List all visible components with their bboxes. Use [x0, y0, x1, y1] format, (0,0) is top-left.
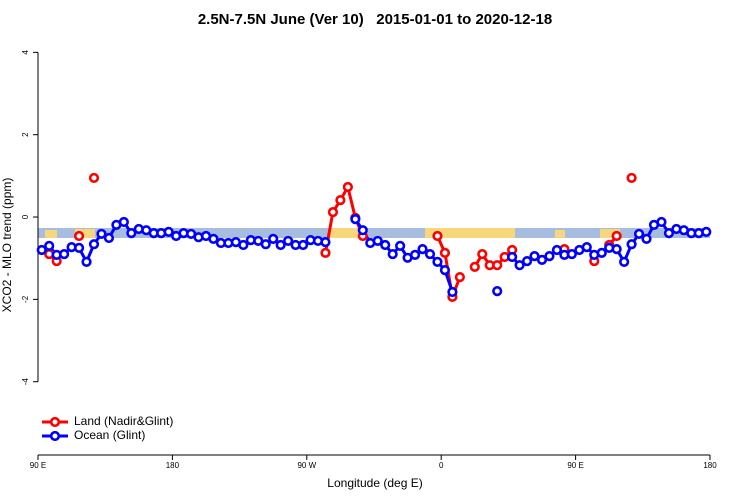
data-point — [59, 248, 70, 260]
land-patch — [45, 230, 57, 238]
data-point — [283, 235, 294, 247]
data-point — [320, 247, 331, 258]
data-point — [357, 225, 368, 236]
data-point — [492, 260, 503, 271]
data-point — [581, 241, 592, 253]
data-point — [260, 239, 271, 250]
data-point — [626, 239, 637, 250]
data-point — [544, 251, 555, 262]
data-point — [454, 272, 465, 283]
y-tick-label: -4 — [21, 378, 30, 386]
data-point — [626, 172, 637, 184]
data-point — [432, 256, 443, 268]
y-tick-label: -2 — [21, 295, 30, 303]
surface-strip — [38, 228, 710, 238]
y-tick-label: 0 — [21, 214, 30, 219]
data-point — [656, 216, 667, 228]
data-point — [208, 233, 219, 244]
data-point — [163, 226, 174, 237]
data-point — [619, 256, 630, 268]
data-point — [566, 248, 577, 260]
data-point — [81, 256, 92, 268]
data-point — [536, 254, 548, 265]
data-point — [342, 181, 353, 193]
chart-title: 2.5N-7.5N June (Ver 10) 2015-01-01 to 20… — [198, 11, 552, 28]
data-point — [521, 255, 533, 267]
land-patch — [425, 228, 515, 238]
data-point — [469, 261, 480, 272]
data-point — [611, 244, 622, 255]
data-point — [529, 251, 540, 262]
data-point — [73, 230, 85, 242]
data-point — [73, 242, 85, 254]
legend-label: Ocean (Glint) — [74, 428, 145, 442]
land-patch — [555, 230, 565, 238]
data-point — [663, 227, 675, 239]
data-point — [88, 239, 100, 250]
x-tick-label: 90 W — [297, 461, 316, 470]
land-patch — [75, 229, 95, 238]
data-point — [350, 213, 361, 225]
data-point — [439, 247, 451, 258]
data-point — [507, 251, 518, 263]
data-point — [514, 260, 525, 271]
ocean-strip — [38, 228, 710, 238]
data-point — [88, 172, 100, 184]
data-point — [327, 206, 339, 218]
data-point — [633, 228, 645, 240]
data-point — [275, 239, 286, 251]
data-point — [611, 230, 622, 242]
data-point — [118, 216, 129, 228]
data-point — [320, 237, 331, 248]
legend-label: Land (Nadir&Glint) — [74, 414, 173, 428]
data-point — [268, 233, 279, 244]
y-tick-label: 2 — [21, 132, 30, 137]
y-tick-label: 4 — [21, 50, 30, 55]
y-axis-label: XCO2 - MLO trend (ppm) — [0, 178, 14, 313]
data-point — [297, 239, 309, 251]
data-point — [44, 240, 55, 251]
data-point — [596, 247, 607, 258]
data-point — [492, 286, 503, 297]
data-point — [395, 240, 406, 251]
data-point — [641, 233, 652, 244]
data-point — [238, 239, 249, 251]
x-tick-label: 90 E — [567, 461, 583, 470]
x-tick-label: 180 — [703, 461, 717, 470]
data-point — [96, 228, 107, 240]
data-point — [432, 230, 443, 242]
x-tick-label: 90 E — [30, 461, 46, 470]
data-point — [424, 248, 436, 260]
data-point — [409, 249, 421, 261]
data-point — [439, 265, 451, 276]
data-point — [477, 248, 488, 260]
data-point — [372, 235, 383, 247]
x-axis-label: Longitude (deg E) — [327, 476, 422, 490]
data-point — [36, 244, 47, 256]
data-point — [380, 239, 391, 251]
data-point — [126, 227, 137, 239]
data-point — [387, 248, 398, 260]
legend-marker — [49, 430, 61, 442]
data-point — [417, 244, 428, 255]
land-patch — [330, 228, 362, 238]
data-point — [335, 195, 346, 206]
data-point — [701, 226, 712, 237]
land-patch — [600, 229, 620, 238]
x-tick-label: 180 — [166, 461, 180, 470]
x-tick-label: 0 — [439, 461, 444, 470]
data-point — [103, 232, 115, 244]
data-point — [551, 244, 563, 256]
legend-marker — [49, 416, 61, 428]
data-point — [447, 286, 458, 298]
